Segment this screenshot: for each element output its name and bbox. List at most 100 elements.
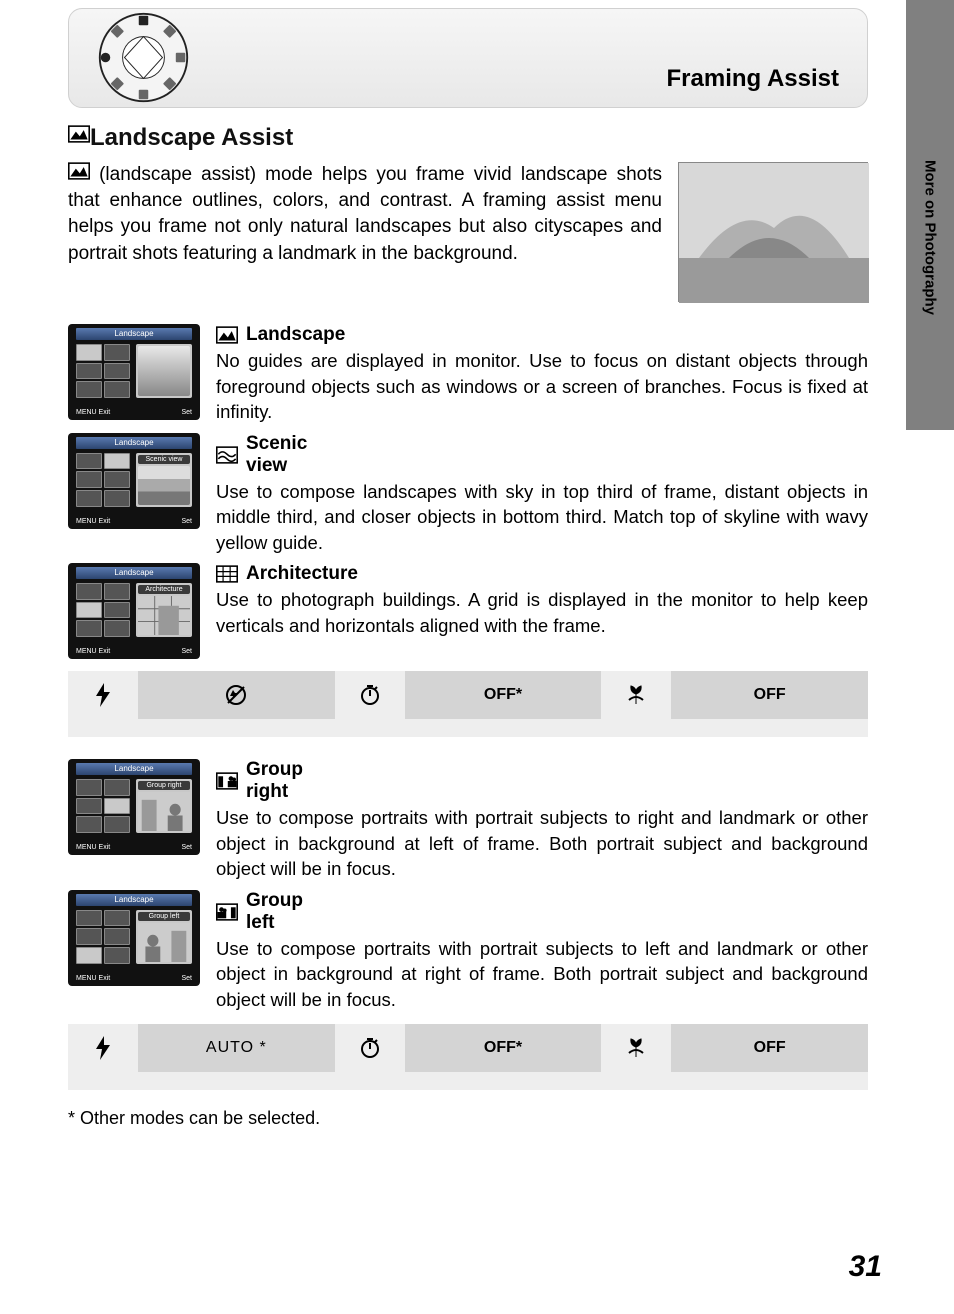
mode-landscape-title: Landscape [216,324,868,346]
menu-preview-label: Scenic view [138,455,190,464]
mode-dial-icon [96,10,191,105]
mode-architecture-thumb: Landscape Architecture [68,563,200,659]
menu-screenshot: Landscape MENU Exit Set [68,324,200,420]
menu-grid [76,453,130,507]
section-title-text: Landscape Assist [90,124,293,151]
menu-grid [76,779,130,833]
macro-value: OFF [671,671,868,719]
menu-title: Landscape [76,894,192,906]
mode-architecture-desc: Use to photograph buildings. A grid is d… [216,587,868,638]
side-tab: More on Photography [906,0,954,430]
content: Landscape Assist (landscape assist) mode… [68,124,868,1129]
menu-grid [76,583,130,637]
header-title: Framing Assist [667,65,840,93]
group-right-icon [216,772,238,790]
side-tab-label: More on Photography [922,160,939,315]
mode-group-left-thumb: Landscape Group left [68,890,200,1013]
mode-group-left: Landscape Group left [68,890,868,1013]
section-title: Landscape Assist [68,124,868,152]
mode-scenic-desc: Use to compose landscapes with sky in to… [216,479,868,556]
mode-scenic: Landscape Scenic view MENU Exit S [68,433,868,556]
mode-landscape-thumb: Landscape MENU Exit Set [68,324,200,425]
mode-title-text: Group [246,759,303,780]
menu-grid [76,910,130,964]
mode-group-right: Landscape Group right [68,759,868,882]
wave-icon [216,446,238,464]
menu-exit-label: MENU Exit [76,518,110,525]
menu-footer: MENU Exit Set [76,975,192,982]
footnote: * Other modes can be selected. [68,1108,868,1129]
menu-title: Landscape [76,763,192,775]
menu-preview: Group right [136,779,192,833]
menu-title: Landscape [76,567,192,579]
menu-set-label: Set [181,409,192,416]
mode-title-text: Landscape [246,324,345,346]
mode-group-right-thumb: Landscape Group right [68,759,200,882]
menu-title: Landscape [76,437,192,449]
modes-group-a: Landscape MENU Exit Set [68,324,868,659]
flash-value [138,671,335,719]
mode-architecture-title: Architecture [216,563,868,585]
sample-photo [678,162,868,302]
mode-architecture-body: Architecture Use to photograph buildings… [216,563,868,659]
modes-group-b: Landscape Group right [68,759,868,1012]
mode-landscape: Landscape MENU Exit Set [68,324,868,425]
menu-preview [136,344,192,398]
macro-icon [601,671,671,719]
mode-scenic-title: Scenic view [216,433,868,477]
mountain-icon [216,326,238,344]
timer-value: OFF* [405,1024,602,1072]
mode-scenic-thumb: Landscape Scenic view MENU Exit S [68,433,200,556]
menu-footer: MENU Exit Set [76,518,192,525]
menu-screenshot: Landscape Group right [68,759,200,855]
mode-group-left-body: Group left Use to compose portraits with… [216,890,868,1013]
menu-preview-label: Group right [138,781,190,790]
macro-icon [601,1024,671,1072]
mountain-icon [68,162,90,180]
mode-title-text-2: right [246,781,303,803]
timer-value: OFF* [405,671,602,719]
mode-group-right-title: Group right [216,759,868,803]
mode-group-left-title: Group left [216,890,868,934]
menu-screenshot: Landscape Scenic view MENU Exit S [68,433,200,529]
menu-footer: MENU Exit Set [76,409,192,416]
menu-screenshot: Landscape Architecture [68,563,200,659]
menu-exit-label: MENU Exit [76,648,110,655]
menu-set-label: Set [181,844,192,851]
macro-value: OFF [671,1024,868,1072]
menu-footer: MENU Exit Set [76,844,192,851]
menu-preview: Architecture [136,583,192,637]
flash-icon [68,671,138,719]
settings-bar-a: OFF* OFF [68,671,868,737]
mode-group-right-desc: Use to compose portraits with portrait s… [216,805,868,882]
timer-icon [335,671,405,719]
menu-set-label: Set [181,975,192,982]
menu-set-label: Set [181,648,192,655]
intro-body: (landscape assist) mode helps you frame … [68,164,662,264]
mode-group-right-body: Group right Use to compose portraits wit… [216,759,868,882]
menu-exit-label: MENU Exit [76,844,110,851]
mode-architecture: Landscape Architecture [68,563,868,659]
mode-title-text-2: left [246,912,303,934]
menu-exit-label: MENU Exit [76,409,110,416]
menu-preview-label: Architecture [138,585,190,594]
page: More on Photography Framing Assist [0,0,954,1314]
menu-footer: MENU Exit Set [76,648,192,655]
mode-group-left-desc: Use to compose portraits with portrait s… [216,936,868,1013]
mode-landscape-body: Landscape No guides are displayed in mon… [216,324,868,425]
mode-title-text: Group [246,890,303,911]
menu-preview: Group left [136,910,192,964]
menu-screenshot: Landscape Group left [68,890,200,986]
menu-grid [76,344,130,398]
group-left-icon [216,903,238,921]
mountain-icon [68,125,90,143]
page-number: 31 [849,1250,882,1284]
timer-icon [335,1024,405,1072]
menu-preview: Scenic view [136,453,192,507]
menu-set-label: Set [181,518,192,525]
menu-exit-label: MENU Exit [76,975,110,982]
mode-landscape-desc: No guides are displayed in monitor. Use … [216,348,868,425]
mode-title-text: Scenic [246,433,307,454]
grid-icon [216,565,238,583]
intro-row: (landscape assist) mode helps you frame … [68,162,868,302]
